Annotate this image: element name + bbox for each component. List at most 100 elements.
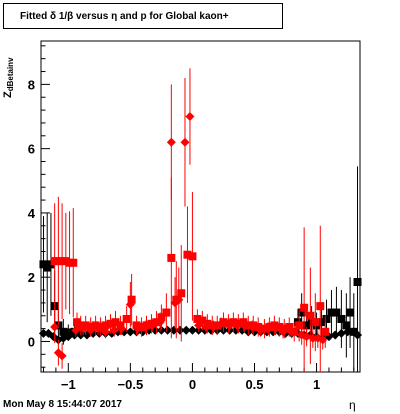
data-point [127, 295, 136, 304]
data-point [188, 252, 197, 261]
data-point [232, 320, 242, 330]
data-point [337, 314, 346, 323]
x-axis: −1 −0.5 0 0.5 1 [42, 363, 355, 392]
data-point [193, 314, 202, 323]
data-point [187, 325, 197, 335]
data-point [101, 327, 111, 337]
data-point [285, 323, 294, 332]
data-point [109, 325, 119, 335]
data-point [177, 289, 186, 298]
data-point [58, 333, 68, 343]
data-point [111, 318, 120, 327]
data-point [181, 325, 191, 335]
data-point [278, 327, 288, 337]
data-point [69, 258, 78, 267]
data-point [295, 321, 304, 330]
data-point [166, 137, 176, 147]
chart-title: Fitted δ 1/β versus η and p for Global k… [3, 3, 283, 29]
data-point [311, 318, 320, 327]
y-tick-label: 8 [28, 77, 35, 92]
x-tick-label: 1 [313, 377, 320, 392]
data-point [332, 308, 341, 317]
y-axis-title-main: Z [2, 91, 14, 98]
y-axis-title: ZdBetainv [2, 57, 15, 98]
x-tick-label: 0 [189, 377, 196, 392]
data-point [343, 327, 353, 337]
x-tick-label: −1 [61, 377, 76, 392]
data-point [148, 320, 158, 330]
data-points [38, 68, 363, 372]
data-point [185, 112, 195, 122]
data-point [76, 321, 85, 330]
data-point [316, 302, 325, 311]
y-tick-label: 0 [28, 334, 35, 349]
y-tick-label: 4 [28, 206, 36, 221]
data-point [336, 328, 346, 338]
data-point [38, 328, 48, 338]
data-point [342, 321, 351, 330]
data-point [353, 278, 362, 287]
data-point [71, 325, 81, 335]
data-point [106, 319, 115, 328]
data-point [91, 321, 100, 330]
data-point [306, 311, 315, 320]
data-point [225, 320, 235, 330]
data-point [300, 303, 309, 312]
data-point [256, 325, 266, 335]
data-point [50, 322, 60, 332]
data-point [198, 316, 207, 325]
data-point [321, 327, 330, 336]
data-point [263, 324, 273, 334]
data-point [175, 325, 185, 335]
chart-title-text: Fitted δ 1/β versus η and p for Global k… [20, 10, 229, 22]
series-3 [50, 68, 328, 369]
data-point [254, 323, 263, 332]
data-point [122, 314, 131, 323]
y-axis-title-sub: dBetainv [6, 57, 15, 92]
data-point [318, 335, 328, 345]
data-point [155, 317, 165, 327]
data-point [163, 325, 173, 335]
x-tick-label: 0.5 [245, 377, 263, 392]
data-point [162, 308, 171, 317]
data-point [125, 327, 135, 337]
data-point [209, 322, 219, 332]
data-point [302, 332, 312, 342]
data-point [308, 333, 318, 343]
data-point [229, 318, 238, 327]
x-axis-title: η [349, 398, 356, 412]
data-point [240, 320, 250, 330]
plot-frame [40, 40, 361, 373]
data-point [93, 324, 103, 334]
data-point [183, 250, 192, 259]
data-point [330, 330, 340, 340]
series-2 [50, 177, 330, 372]
data-point [194, 320, 204, 330]
data-point [346, 308, 355, 317]
data-point [201, 322, 211, 332]
data-point [317, 318, 326, 327]
data-point [247, 322, 257, 332]
data-point [78, 324, 88, 334]
data-point [216, 319, 226, 329]
x-tick-label: −0.5 [118, 377, 144, 392]
data-point [57, 351, 67, 361]
data-point [287, 327, 297, 337]
data-point [174, 295, 184, 305]
data-point [322, 314, 331, 323]
data-point [117, 324, 127, 334]
data-point [157, 313, 166, 322]
y-axis: 0 2 4 6 8 [28, 45, 50, 368]
data-point [213, 321, 222, 330]
data-point [140, 322, 150, 332]
y-tick-label: 6 [28, 142, 35, 157]
data-point [59, 327, 68, 336]
data-point [86, 325, 96, 335]
data-point [133, 324, 143, 334]
y-tick-label: 2 [28, 270, 35, 285]
data-point [297, 308, 306, 317]
data-point [167, 253, 176, 262]
data-point [125, 300, 135, 310]
data-point [327, 308, 336, 317]
